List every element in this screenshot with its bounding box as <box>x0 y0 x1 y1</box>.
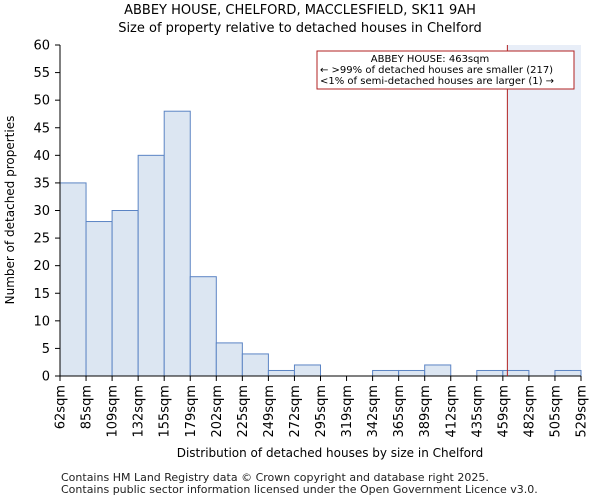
y-tick-label: 15 <box>33 287 50 302</box>
x-tick-label: 225sqm <box>236 385 251 438</box>
x-tick-label: 62sqm <box>54 385 69 429</box>
histogram-bar <box>59 182 87 377</box>
y-tick-label: 25 <box>33 232 50 247</box>
page-title: ABBEY HOUSE, CHELFORD, MACCLESFIELD, SK1… <box>124 3 476 18</box>
annotation-line-1: ABBEY HOUSE: 463sqm <box>371 54 489 65</box>
x-tick-label: 365sqm <box>392 385 407 438</box>
histogram-bar <box>163 110 191 377</box>
x-tick-label: 529sqm <box>575 385 590 438</box>
y-tick-label: 0 <box>42 370 50 385</box>
x-tick-label: 179sqm <box>184 385 199 438</box>
x-tick-label: 342sqm <box>366 385 381 438</box>
x-tick-label: 132sqm <box>132 385 147 438</box>
annotation-line-3: <1% of semi-detached houses are larger (… <box>320 76 554 87</box>
x-tick-label: 435sqm <box>470 385 485 438</box>
x-tick-label: 319sqm <box>340 385 355 438</box>
y-tick-label: 50 <box>33 94 50 109</box>
x-tick-label: 459sqm <box>496 385 511 438</box>
y-tick-label: 45 <box>33 121 50 136</box>
histogram-bar <box>424 364 452 377</box>
annotation-line-2: ← >99% of detached houses are smaller (2… <box>320 65 553 76</box>
x-tick-label: 109sqm <box>106 385 121 438</box>
y-tick-label: 5 <box>42 342 50 357</box>
y-axis-label: Number of detached properties <box>3 116 17 305</box>
chart-title-block: ABBEY HOUSE, CHELFORD, MACCLESFIELD, SK1… <box>0 2 600 38</box>
x-tick-label: 155sqm <box>158 385 173 438</box>
x-tick-label: 412sqm <box>444 385 459 438</box>
histogram-bar <box>241 353 269 377</box>
histogram-bar <box>137 154 165 377</box>
annotation-box <box>316 50 575 90</box>
larger-region-shade <box>507 45 581 376</box>
attribution-line-1: Contains HM Land Registry data © Crown c… <box>61 471 489 484</box>
y-tick-label: 40 <box>33 149 50 164</box>
histogram-bar <box>111 210 139 377</box>
histogram-bar <box>398 369 426 377</box>
histogram-bar <box>554 369 582 377</box>
marker-annotation: ABBEY HOUSE: 463sqm ← >99% of detached h… <box>316 50 575 90</box>
x-tick-label: 505sqm <box>548 385 563 438</box>
histogram-bar <box>293 364 322 377</box>
x-tick-label: 85sqm <box>80 385 95 429</box>
histogram-bar <box>85 221 113 377</box>
x-tick-label: 249sqm <box>262 385 277 438</box>
attribution-footer: Contains HM Land Registry data © Crown c… <box>61 472 538 496</box>
y-tick-label: 55 <box>33 66 50 81</box>
y-tick-label: 60 <box>33 39 50 54</box>
y-tick-label: 35 <box>33 176 50 191</box>
histogram-bar <box>476 369 504 377</box>
attribution-line-2: Contains public sector information licen… <box>61 483 538 496</box>
histogram-bar <box>267 369 295 377</box>
y-tick-label: 20 <box>33 259 50 274</box>
x-axis-label: Distribution of detached houses by size … <box>177 446 484 460</box>
x-tick-label: 272sqm <box>288 385 303 438</box>
x-tick-label: 389sqm <box>418 385 433 438</box>
x-tick-label: 202sqm <box>210 385 225 438</box>
histogram-bar <box>189 276 217 377</box>
histogram-bar <box>215 342 243 377</box>
y-tick-label: 10 <box>33 314 50 329</box>
chart-subtitle: Size of property relative to detached ho… <box>118 21 482 36</box>
x-tick-label: 482sqm <box>522 385 537 438</box>
x-tick-label: 295sqm <box>314 385 329 438</box>
histogram-bar <box>372 369 400 377</box>
histogram-bar <box>502 369 530 377</box>
y-tick-label: 30 <box>33 204 50 219</box>
